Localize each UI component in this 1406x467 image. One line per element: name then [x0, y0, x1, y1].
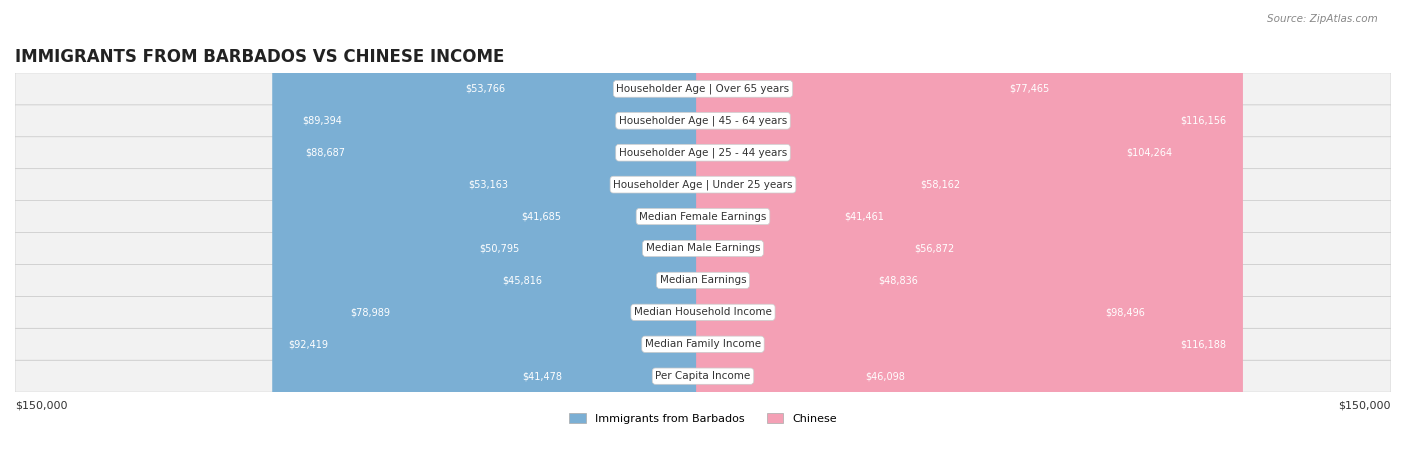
Text: $92,419: $92,419 [288, 339, 328, 349]
FancyBboxPatch shape [15, 360, 1391, 392]
FancyBboxPatch shape [696, 0, 1066, 467]
Text: $53,163: $53,163 [468, 180, 509, 190]
Text: $89,394: $89,394 [302, 116, 342, 126]
FancyBboxPatch shape [273, 0, 710, 467]
FancyBboxPatch shape [696, 0, 970, 467]
Text: $150,000: $150,000 [15, 400, 67, 410]
FancyBboxPatch shape [450, 0, 710, 467]
Text: $56,872: $56,872 [914, 243, 955, 254]
FancyBboxPatch shape [15, 137, 1391, 169]
Text: $88,687: $88,687 [305, 148, 346, 158]
Text: Householder Age | Over 65 years: Householder Age | Over 65 years [616, 84, 790, 94]
Text: Source: ZipAtlas.com: Source: ZipAtlas.com [1267, 14, 1378, 24]
FancyBboxPatch shape [333, 0, 710, 467]
Text: $77,465: $77,465 [1010, 84, 1049, 94]
FancyBboxPatch shape [15, 233, 1391, 264]
Text: $41,685: $41,685 [522, 212, 561, 221]
FancyBboxPatch shape [15, 264, 1391, 297]
Text: Median Family Income: Median Family Income [645, 339, 761, 349]
FancyBboxPatch shape [696, 0, 1188, 467]
FancyBboxPatch shape [696, 0, 921, 467]
FancyBboxPatch shape [505, 0, 710, 467]
Text: $41,461: $41,461 [844, 212, 884, 221]
FancyBboxPatch shape [696, 0, 1161, 467]
FancyBboxPatch shape [15, 169, 1391, 201]
FancyBboxPatch shape [15, 73, 1391, 105]
Text: $98,496: $98,496 [1105, 307, 1146, 317]
Text: $116,188: $116,188 [1181, 339, 1227, 349]
Text: $48,836: $48,836 [877, 276, 918, 285]
FancyBboxPatch shape [486, 0, 710, 467]
Text: Householder Age | Under 25 years: Householder Age | Under 25 years [613, 179, 793, 190]
FancyBboxPatch shape [453, 0, 710, 467]
FancyBboxPatch shape [696, 0, 977, 467]
Text: Median Household Income: Median Household Income [634, 307, 772, 317]
Text: Median Female Earnings: Median Female Earnings [640, 212, 766, 221]
Text: Per Capita Income: Per Capita Income [655, 371, 751, 381]
FancyBboxPatch shape [15, 297, 1391, 328]
FancyBboxPatch shape [463, 0, 710, 467]
FancyBboxPatch shape [15, 105, 1391, 137]
FancyBboxPatch shape [285, 0, 710, 467]
FancyBboxPatch shape [15, 328, 1391, 360]
Text: Householder Age | 45 - 64 years: Householder Age | 45 - 64 years [619, 115, 787, 126]
FancyBboxPatch shape [290, 0, 710, 467]
Text: $150,000: $150,000 [1339, 400, 1391, 410]
FancyBboxPatch shape [506, 0, 710, 467]
Text: $116,156: $116,156 [1181, 116, 1226, 126]
FancyBboxPatch shape [696, 0, 1243, 467]
Text: $78,989: $78,989 [350, 307, 389, 317]
FancyBboxPatch shape [696, 0, 900, 467]
Text: $58,162: $58,162 [921, 180, 960, 190]
FancyBboxPatch shape [696, 0, 934, 467]
FancyBboxPatch shape [696, 0, 1243, 467]
Text: $104,264: $104,264 [1126, 148, 1173, 158]
FancyBboxPatch shape [15, 201, 1391, 233]
Text: $53,766: $53,766 [465, 84, 506, 94]
Legend: Immigrants from Barbados, Chinese: Immigrants from Barbados, Chinese [565, 409, 841, 428]
Text: $41,478: $41,478 [522, 371, 562, 381]
Text: IMMIGRANTS FROM BARBADOS VS CHINESE INCOME: IMMIGRANTS FROM BARBADOS VS CHINESE INCO… [15, 49, 505, 66]
Text: $50,795: $50,795 [479, 243, 519, 254]
Text: $46,098: $46,098 [865, 371, 905, 381]
Text: Median Earnings: Median Earnings [659, 276, 747, 285]
Text: Median Male Earnings: Median Male Earnings [645, 243, 761, 254]
Text: Householder Age | 25 - 44 years: Householder Age | 25 - 44 years [619, 148, 787, 158]
Text: $45,816: $45,816 [502, 276, 543, 285]
